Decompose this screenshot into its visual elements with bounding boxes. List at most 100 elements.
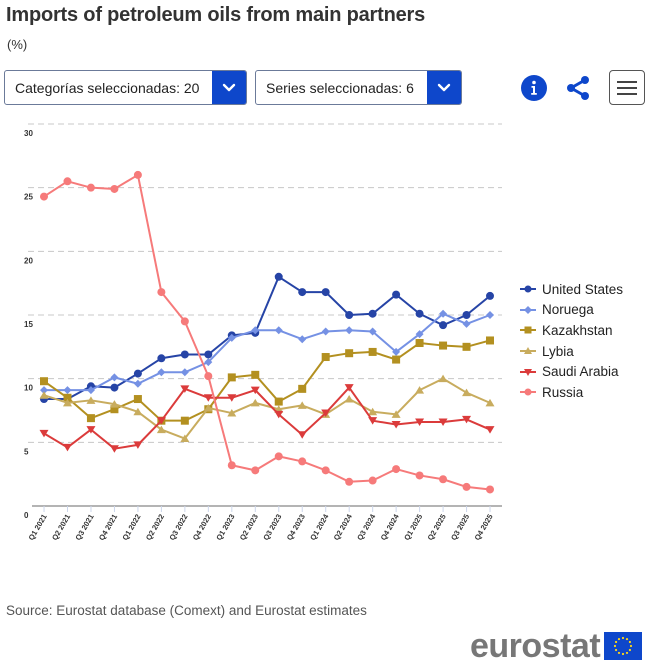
eu-star (618, 637, 621, 641)
eu-star (614, 644, 617, 648)
data-point-russia (439, 475, 448, 484)
data-point-noruega (157, 368, 166, 377)
data-point-noruega (133, 379, 142, 388)
chevron-down-icon[interactable] (212, 71, 246, 104)
x-tick-label: Q1 2022 (120, 513, 142, 542)
data-point-noruega (40, 386, 48, 395)
eu-star (628, 640, 632, 644)
series-line-russia (43, 173, 491, 491)
legend-item-noruega[interactable]: Noruega (520, 300, 623, 321)
info-icon[interactable] (521, 75, 547, 101)
legend-label: Noruega (542, 302, 594, 318)
data-point-lybia (62, 398, 72, 407)
data-point-russia (345, 477, 354, 486)
data-point-russia (392, 465, 401, 474)
data-point-lybia (133, 407, 143, 416)
source-note: Source: Eurostat database (Comext) and E… (6, 603, 367, 618)
x-tick-label: Q3 2024 (355, 512, 378, 542)
data-point-saudi-arabia (250, 386, 260, 395)
data-point-united-states (486, 291, 494, 300)
data-point-united-states (368, 309, 377, 318)
menu-line (617, 80, 637, 83)
data-point-united-states (415, 309, 424, 318)
eu-star (615, 640, 618, 644)
data-point-lybia (250, 398, 260, 407)
chart-unit-subtitle: (%) (7, 37, 28, 52)
data-point-noruega (345, 326, 354, 335)
legend-item-united-states[interactable]: United States (520, 279, 623, 300)
data-point-kazakhstan (368, 347, 377, 356)
data-point-noruega (204, 358, 213, 367)
legend-label: Saudi Arabia (542, 364, 619, 380)
share-icon[interactable] (565, 75, 591, 101)
x-tick-label: Q1 2021 (27, 513, 49, 542)
data-point-noruega (274, 326, 283, 335)
x-tick-label: Q4 2023 (285, 513, 307, 542)
eu-star (615, 648, 618, 652)
x-tick-label: Q2 2024 (332, 512, 355, 542)
series-dropdown[interactable]: Series seleccionadas: 6 (255, 70, 462, 105)
legend-label: Kazakhstan (542, 322, 613, 338)
data-point-kazakhstan (321, 353, 330, 362)
data-point-noruega (392, 347, 401, 356)
data-point-lybia (485, 398, 495, 407)
chevron-down-icon[interactable] (427, 71, 461, 104)
eu-star (622, 652, 625, 656)
data-point-noruega (415, 330, 424, 339)
legend-item-lybia[interactable]: Lybia (520, 341, 623, 362)
data-point-lybia (109, 400, 119, 408)
data-point-kazakhstan (345, 349, 354, 358)
data-point-russia (251, 466, 260, 475)
x-tick-label: Q4 2021 (97, 513, 119, 542)
data-point-kazakhstan (439, 341, 448, 350)
data-point-noruega (63, 386, 72, 395)
data-point-russia (321, 466, 330, 475)
data-point-united-states (439, 321, 448, 330)
x-tick-label: Q4 2025 (473, 513, 495, 542)
data-point-saudi-arabia (368, 417, 378, 425)
legend-item-russia[interactable]: Russia (520, 382, 623, 403)
data-point-russia (486, 485, 494, 494)
legend-symbol-icon (520, 347, 536, 355)
data-point-saudi-arabia (156, 417, 166, 425)
data-point-noruega (321, 327, 330, 336)
line-chart: 0 5 10 15 20 25 30 Q1 2021 Q2 2021 Q3 2021 Q4 2021… (24, 123, 502, 542)
data-point-saudi-arabia (391, 421, 401, 429)
eurostat-logo-text: eurostat (470, 627, 601, 665)
x-tick-label: Q3 2025 (449, 513, 471, 542)
series-line-saudi-arabia (43, 386, 491, 450)
data-point-russia (227, 461, 236, 470)
hamburger-menu-icon[interactable] (609, 70, 645, 105)
data-point-saudi-arabia (438, 418, 448, 426)
chart-title: Imports of petroleum oils from main part… (6, 4, 426, 26)
y-tick-label: 20 (24, 256, 33, 265)
data-point-kazakhstan (415, 339, 424, 348)
data-point-russia (462, 482, 471, 491)
data-point-saudi-arabia (321, 409, 331, 418)
legend-item-kazakhstan[interactable]: Kazakhstan (520, 320, 623, 341)
data-point-lybia (156, 425, 166, 434)
data-point-united-states (204, 350, 213, 359)
legend-item-saudi-arabia[interactable]: Saudi Arabia (520, 361, 623, 382)
data-point-kazakhstan (251, 370, 260, 379)
data-point-saudi-arabia (109, 445, 119, 453)
legend-symbol-icon (520, 368, 536, 376)
data-point-lybia (297, 401, 307, 409)
eu-star (622, 636, 625, 640)
data-point-lybia (344, 395, 354, 403)
data-point-lybia (462, 388, 472, 397)
x-tick-label: Q3 2023 (261, 513, 283, 542)
data-point-saudi-arabia (203, 394, 213, 402)
data-point-saudi-arabia (344, 384, 354, 392)
data-point-saudi-arabia (274, 410, 284, 419)
x-tick-label: Q2 2022 (144, 513, 166, 542)
categories-dropdown[interactable]: Categorías seleccionadas: 20 (4, 70, 247, 105)
data-point-kazakhstan (227, 373, 236, 382)
data-point-saudi-arabia (227, 394, 237, 402)
eu-star (630, 644, 633, 648)
series-line-lybia (43, 377, 491, 440)
legend-symbol-icon (520, 326, 536, 334)
x-tick-label: Q4 2024 (379, 512, 402, 542)
data-point-russia (415, 471, 424, 480)
data-point-united-states (345, 311, 354, 319)
